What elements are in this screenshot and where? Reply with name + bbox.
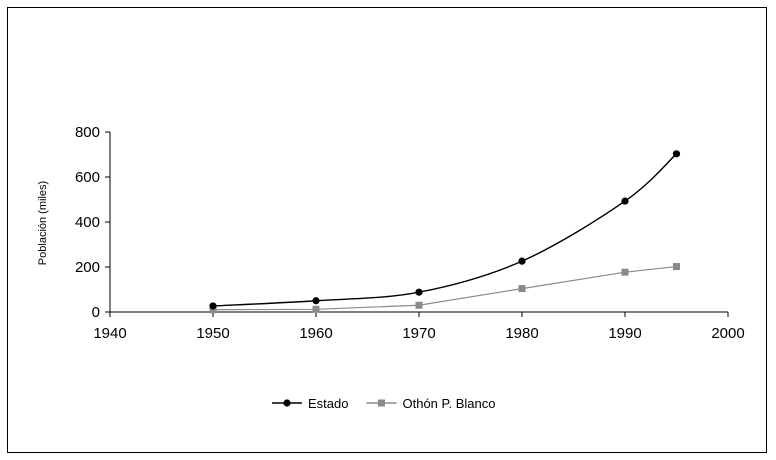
x-tick-label: 1960 <box>299 325 332 342</box>
data-point-othon-p-blanco <box>673 263 680 271</box>
data-point-estado <box>209 302 217 310</box>
legend-label-estado: Estado <box>308 396 348 411</box>
y-tick-label: 800 <box>75 124 100 141</box>
legend-marker-othon-p-blanco <box>377 399 385 407</box>
legend-marker-estado <box>283 399 291 407</box>
x-tick-label: 2000 <box>711 325 744 342</box>
chart-frame <box>7 7 767 453</box>
y-tick-label: 0 <box>92 304 100 321</box>
legend-item-othon-p-blanco: Othón P. Blanco <box>366 396 495 411</box>
data-point-othon-p-blanco <box>209 306 217 314</box>
y-axis-label: Población (miles) <box>37 181 49 265</box>
data-point-estado <box>672 150 681 158</box>
x-tick-label: 1950 <box>196 325 229 342</box>
series-line-estado <box>212 153 677 307</box>
series-estado <box>209 150 681 310</box>
x-tick-label: 1990 <box>608 325 641 342</box>
series-line-othon-p-blanco <box>212 265 677 311</box>
data-point-estado <box>312 297 320 305</box>
legend-label-othon-p-blanco: Othón P. Blanco <box>402 396 495 411</box>
y-ticks: 0 200 400 600 800 <box>75 124 110 321</box>
x-tick-label: 1980 <box>505 325 538 342</box>
y-tick-label: 200 <box>75 259 100 276</box>
data-point-othon-p-blanco <box>312 305 320 313</box>
legend-item-estado: Estado <box>272 396 348 411</box>
y-tick-label: 400 <box>75 214 100 231</box>
data-point-othon-p-blanco <box>415 301 423 309</box>
data-point-estado <box>621 197 629 205</box>
data-point-othon-p-blanco <box>621 268 629 276</box>
y-tick-label: 600 <box>75 169 100 186</box>
x-tick-label: 1970 <box>402 325 435 342</box>
data-point-othon-p-blanco <box>518 285 526 293</box>
series-othon-p-blanco <box>209 263 680 314</box>
x-tick-label: 1940 <box>93 325 126 342</box>
data-point-estado <box>415 288 423 296</box>
x-ticks: 1940 1950 1960 1970 1980 1990 2000 <box>93 312 745 342</box>
data-point-estado <box>518 257 526 265</box>
axes <box>109 132 728 313</box>
series-group <box>209 150 681 314</box>
legend: Estado Othón P. Blanco <box>272 396 495 411</box>
